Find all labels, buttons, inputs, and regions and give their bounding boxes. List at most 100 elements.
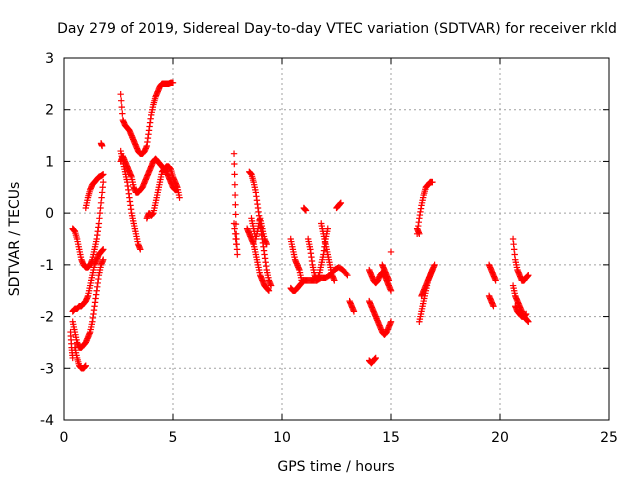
series-arc-h1 — [509, 235, 532, 284]
data-points — [67, 79, 532, 372]
data-point — [169, 79, 177, 87]
data-point — [232, 201, 239, 208]
data-point — [265, 287, 273, 294]
series-arc-e5 — [387, 248, 395, 256]
y-tick-label: 1 — [45, 154, 54, 170]
data-point — [231, 191, 239, 199]
data-point — [232, 211, 239, 218]
data-point — [100, 246, 107, 253]
series-arc-a1 — [69, 178, 107, 271]
data-point — [344, 272, 351, 279]
x-tick-label: 15 — [382, 430, 400, 446]
x-tick-label: 20 — [491, 430, 509, 446]
data-point — [324, 225, 331, 232]
series-arc-e3 — [366, 354, 379, 367]
data-point — [431, 261, 438, 269]
series-arc-c5 — [248, 215, 270, 248]
data-point — [490, 303, 497, 310]
y-axis-title: SDTVAR / TECUs — [7, 182, 23, 297]
data-point — [118, 103, 125, 111]
series-arc-c3 — [246, 168, 275, 289]
data-point — [233, 240, 240, 248]
series-arc-d5 — [318, 220, 338, 284]
grid-lines — [64, 58, 609, 420]
series-arc-b4 — [143, 163, 183, 222]
y-tick-label: -2 — [40, 310, 54, 326]
series-arc-f3 — [418, 266, 436, 300]
y-tick-label: 2 — [45, 103, 54, 119]
y-tick-label: -4 — [40, 413, 54, 429]
series-arc-a7 — [67, 328, 76, 362]
plot-frame — [63, 57, 610, 421]
data-point — [234, 251, 241, 258]
data-point — [343, 270, 350, 278]
data-point — [137, 246, 144, 253]
x-axis-title: GPS time / hours — [277, 459, 394, 475]
y-tick-label: 0 — [45, 206, 54, 222]
data-point — [429, 266, 436, 274]
series-arc-h3 — [512, 303, 530, 320]
data-point — [119, 110, 126, 117]
series-arc-d7 — [346, 297, 358, 315]
series-arc-a3 — [97, 140, 106, 150]
y-tick-label: -3 — [40, 361, 54, 377]
data-point — [387, 318, 395, 325]
series-arc-f4 — [413, 225, 423, 238]
series-arc-c2 — [230, 220, 240, 248]
data-point — [429, 178, 436, 186]
series-arc-a4 — [69, 246, 107, 315]
data-point — [118, 97, 125, 104]
data-point — [387, 287, 395, 294]
x-tick-label: 0 — [60, 430, 69, 446]
series-arc-b2 — [117, 153, 181, 196]
data-point — [302, 207, 310, 214]
series-arc-b1 — [117, 79, 177, 157]
data-point — [337, 199, 345, 206]
series-arc-g1 — [485, 261, 499, 284]
x-tick-label: 25 — [600, 430, 618, 446]
data-point — [525, 272, 532, 279]
series-arc-e2 — [366, 297, 395, 338]
y-axis-ticks: -4 -3 -2 -1 0 1 2 3 — [40, 51, 609, 429]
data-point — [331, 277, 338, 284]
series-arc-d2 — [287, 235, 305, 284]
series-arc-e4 — [379, 261, 393, 284]
series-arc-b3 — [117, 147, 144, 253]
data-point — [231, 160, 238, 168]
series-arc-c4 — [243, 225, 273, 294]
data-point — [230, 150, 238, 157]
series-arc-d6 — [333, 199, 345, 212]
data-point — [416, 230, 423, 238]
data-point — [263, 240, 270, 248]
data-point — [100, 256, 107, 263]
data-point — [117, 91, 124, 98]
data-point — [100, 171, 107, 178]
data-point — [69, 354, 76, 362]
data-point — [298, 277, 305, 284]
y-tick-label: -1 — [40, 258, 54, 274]
data-point — [372, 354, 379, 362]
data-point — [98, 142, 106, 150]
series-arc-f1 — [413, 178, 436, 238]
data-point — [522, 310, 530, 318]
series-arc-a6 — [71, 344, 89, 372]
data-point — [387, 248, 395, 256]
series-arc-g2 — [485, 292, 497, 310]
chart-title: Day 279 of 2019, Sidereal Day-to-day VTE… — [57, 21, 617, 37]
data-point — [231, 171, 238, 178]
data-point — [82, 362, 89, 369]
data-point — [525, 318, 532, 325]
x-axis-ticks: 0 5 10 15 20 25 — [60, 58, 618, 446]
x-tick-label: 5 — [169, 430, 178, 446]
data-point — [267, 282, 275, 289]
series-arc-d3 — [300, 204, 310, 214]
x-tick-label: 10 — [273, 430, 291, 446]
series-arc-a2 — [82, 171, 107, 212]
data-point — [492, 277, 499, 284]
series-arc-a5 — [69, 256, 107, 351]
data-point — [231, 181, 239, 188]
data-point — [385, 277, 393, 284]
data-point — [100, 178, 107, 186]
data-point — [176, 194, 183, 201]
